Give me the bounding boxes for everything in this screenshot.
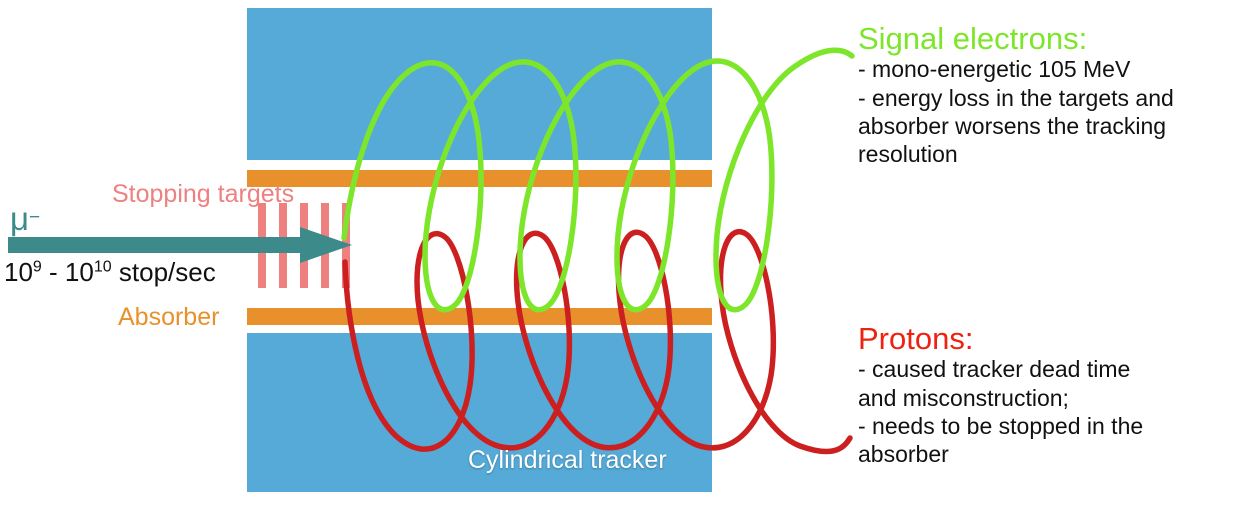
protons-line: and misconstruction; — [858, 384, 1069, 411]
rate-exponent-1: 9 — [32, 258, 42, 276]
muon-beam-arrow — [8, 227, 352, 263]
signal-electron-helix — [341, 47, 855, 313]
stopping-targets-label: Stopping targets — [112, 180, 295, 208]
cylindrical-tracker-label: Cylindrical tracker — [468, 446, 667, 474]
signal-line: absorber worsens the tracking — [858, 112, 1167, 139]
signal-electrons-heading: Signal electrons: — [858, 21, 1088, 56]
rate-exponent-2: 10 — [93, 258, 112, 276]
signal-electrons-body: - mono-energetic 105 MeV - energy loss i… — [858, 55, 1174, 167]
rate-base-1: 10 — [4, 257, 33, 287]
absorber-label: Absorber — [118, 303, 220, 331]
rate-base-2: - 10 — [41, 257, 94, 287]
signal-electrons-callout: Signal electrons: - mono-energetic 105 M… — [858, 22, 1174, 168]
muon-charge-glyph: − — [29, 207, 41, 229]
rate-units: stop/sec — [111, 257, 216, 287]
muon-rate-label: 109 - 1010 stop/sec — [4, 257, 216, 288]
muon-symbol-label: μ− — [10, 200, 40, 238]
protons-line: - caused tracker dead time — [858, 356, 1131, 383]
muon-glyph: μ — [10, 200, 30, 237]
protons-heading: Protons: — [858, 321, 974, 356]
protons-body: - caused tracker dead time and misconstr… — [858, 355, 1143, 467]
protons-line: absorber — [858, 440, 949, 467]
absorber-bar-lower — [247, 308, 712, 325]
protons-line: - needs to be stopped in the — [858, 412, 1144, 439]
proton-helix — [342, 229, 853, 455]
signal-line: resolution — [858, 140, 958, 167]
signal-line: - mono-energetic 105 MeV — [858, 56, 1131, 83]
signal-line: - energy loss in the targets and — [858, 84, 1174, 111]
protons-callout: Protons: - caused tracker dead time and … — [858, 322, 1143, 468]
